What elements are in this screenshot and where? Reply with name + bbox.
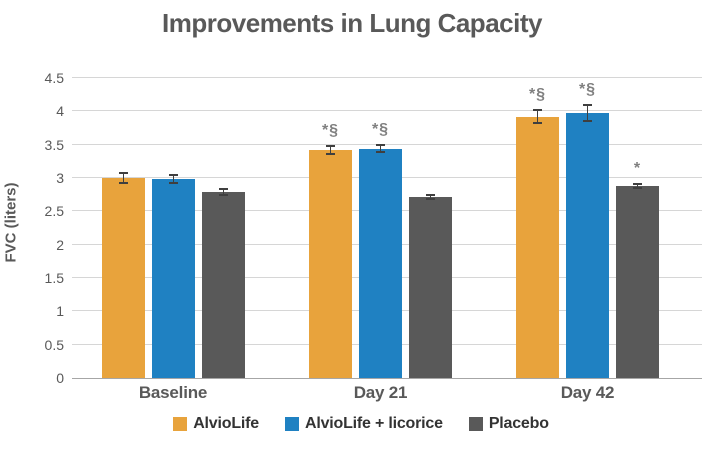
plot-area: *§ *§ *§ *§ * <box>72 77 702 379</box>
error-bar <box>430 194 431 199</box>
chart-title: Improvements in Lung Capacity <box>162 8 542 38</box>
error-bar-cap <box>583 120 592 123</box>
error-bar <box>380 145 381 152</box>
error-bar-cap <box>218 194 228 197</box>
y-tick-label: 3 <box>56 170 64 186</box>
error-bar-cap <box>533 109 542 111</box>
error-bar-cap <box>326 153 335 155</box>
significance-annotation: *§ <box>578 81 597 99</box>
x-tick-label-day-21: Day 21 <box>353 383 408 402</box>
error-bar <box>122 172 124 184</box>
error-bar-cap <box>168 174 178 177</box>
legend: AlvioLife AlvioLife + licorice Placebo <box>0 412 704 436</box>
y-tick-label: 3.5 <box>44 136 64 153</box>
legend-item-alviolife-licorice: AlvioLife + licorice <box>284 415 443 433</box>
y-tick-label: 0 <box>56 370 64 386</box>
error-bar <box>537 110 538 124</box>
y-tick-label: 4.5 <box>44 70 64 86</box>
bar-alviolife-licorice-day-21 <box>359 148 402 378</box>
error-bar-cap <box>218 187 228 190</box>
y-tick-label: 4 <box>56 103 64 120</box>
error-bar-cap <box>118 171 128 174</box>
error-bar-cap <box>168 182 178 185</box>
significance-annotation: *§ <box>371 121 390 139</box>
legend-label: AlvioLife + licorice <box>304 415 443 432</box>
legend-swatch <box>173 417 188 431</box>
gridline <box>72 110 702 112</box>
legend-label: Placebo <box>488 415 549 432</box>
error-bar <box>222 188 224 196</box>
y-tick-label: 2.5 <box>44 203 64 220</box>
error-bar <box>172 175 174 184</box>
bar-placebo-day-21 <box>409 196 452 378</box>
x-axis-line <box>72 378 702 379</box>
y-tick-label: 1 <box>56 303 64 320</box>
significance-annotation: *§ <box>528 86 547 103</box>
error-bar-cap <box>118 182 128 185</box>
legend-swatch <box>468 417 483 431</box>
error-bar-cap <box>376 151 385 153</box>
significance-annotation: * <box>633 160 642 177</box>
bar-alviolife-day-21 <box>309 150 352 378</box>
bar-alviolife-day-42 <box>516 116 559 378</box>
error-bar-cap <box>633 187 642 189</box>
error-bar <box>330 146 331 154</box>
bar-alviolife-licorice-baseline <box>151 179 195 378</box>
error-bar-cap <box>533 122 542 125</box>
error-bar-cap <box>583 104 592 107</box>
error-bar-cap <box>426 197 435 200</box>
bar-alviolife-baseline <box>101 178 145 378</box>
x-tick-label-baseline: Baseline <box>138 383 208 402</box>
error-bar-cap <box>376 144 385 147</box>
y-axis-tick-labels: 0 0.5 1 1.5 2 2.5 3 3.5 4 4.5 <box>0 70 64 386</box>
error-bar-cap <box>326 145 335 147</box>
x-tick-label-day-42: Day 42 <box>560 383 615 402</box>
gridline <box>72 143 702 145</box>
bar-placebo-day-42 <box>616 186 659 378</box>
error-bar-cap <box>633 183 642 185</box>
y-tick-label: 2 <box>56 236 64 253</box>
legend-item-alviolife: AlvioLife <box>173 415 259 433</box>
y-tick-label: 1.5 <box>44 270 64 286</box>
bar-placebo-baseline <box>201 192 245 378</box>
error-bar <box>637 184 638 188</box>
gridline <box>72 77 702 78</box>
error-bar <box>587 105 588 122</box>
y-tick-label: 0.5 <box>44 336 64 353</box>
error-bar-cap <box>426 193 435 196</box>
legend-item-placebo: Placebo <box>468 415 549 433</box>
legend-swatch <box>284 417 299 431</box>
bar-alviolife-licorice-day-42 <box>566 113 609 378</box>
significance-annotation: *§ <box>321 122 340 139</box>
legend-label: AlvioLife <box>193 415 259 432</box>
